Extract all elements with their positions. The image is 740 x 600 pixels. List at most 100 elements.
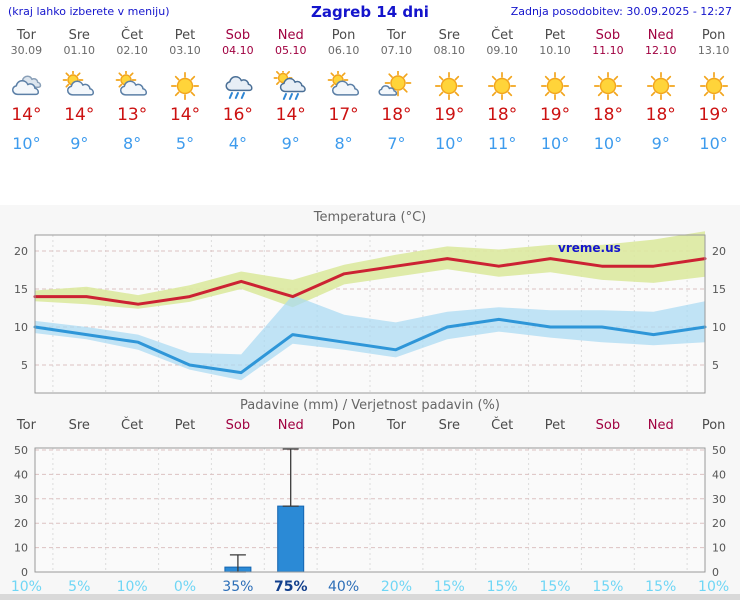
svg-text:5: 5 (712, 359, 719, 372)
temperature-chart-title: Temperatura (°C) (313, 210, 427, 225)
svg-text:0: 0 (21, 566, 28, 578)
day-name: Pon (331, 28, 356, 43)
svg-text:50: 50 (14, 444, 28, 457)
svg-text:15: 15 (712, 283, 726, 296)
precipitation-chart-title: Padavine (mm) / Verjetnost padavin (%) (240, 398, 500, 413)
last-updated: Zadnja posodobitev: 30.09.2025 - 12:27 (510, 5, 732, 18)
weather-icon-sunny (529, 71, 582, 101)
bottom-divider (0, 594, 740, 600)
day-date: 01.10 (63, 44, 96, 57)
day-date: 12.10 (644, 44, 677, 57)
precip-probability: 15% (645, 579, 677, 595)
low-temp: 10° (12, 134, 41, 153)
svg-text:10: 10 (14, 321, 28, 334)
low-temp: 11° (487, 134, 517, 153)
low-temp: 10° (699, 134, 728, 153)
day-name: Sob (595, 28, 621, 43)
low-temp: 9° (281, 134, 300, 153)
low-temp: 10° (435, 134, 464, 153)
weather-icon-showers (264, 68, 317, 101)
svg-text:20: 20 (14, 245, 28, 258)
low-temp: 9° (70, 134, 89, 153)
precip-probability: 10% (698, 579, 730, 595)
day-date: 10.10 (539, 44, 571, 57)
svg-text:10: 10 (712, 542, 726, 555)
forecast-day-column: Sre 08.10 19° 10° (423, 28, 476, 153)
high-temp: 18° (381, 105, 412, 125)
precip-probability: 15% (592, 579, 624, 595)
high-temp: 13° (117, 105, 148, 125)
forecast-days-row: Tor 30.09 14° 10° Sre 01.10 14° 9° Čet 02.10 13° 8°… (0, 28, 740, 153)
forecast-day-column: Pet 03.10 14° 5° (159, 28, 212, 153)
weather-icon-sunny (476, 71, 529, 101)
low-temp: 8° (123, 134, 142, 153)
forecast-day-column: Pon 06.10 17° 8° (317, 28, 370, 153)
day-name: Pet (544, 28, 566, 43)
page-title: Zagreb 14 dni (311, 3, 429, 21)
precip-probability: 10% (116, 579, 148, 595)
svg-text:10: 10 (712, 321, 726, 334)
forecast-day-column: Ned 12.10 18° 9° (634, 28, 687, 153)
day-name: Sre (68, 28, 90, 43)
day-date: 07.10 (380, 44, 413, 57)
precip-probability: 75% (273, 579, 308, 595)
forecast-day-column: Tor 07.10 18° 7° (370, 28, 423, 153)
high-temp: 19° (698, 105, 729, 125)
watermark: vreme.us (558, 241, 621, 255)
day-name: Ned (647, 28, 674, 43)
forecast-day-column: Čet 09.10 18° 11° (476, 28, 529, 153)
weather-icon-sunny (634, 71, 687, 101)
precip-day-label: Sob (225, 418, 251, 433)
precip-probability: 40% (328, 579, 360, 595)
high-temp: 19° (434, 105, 465, 125)
svg-text:40: 40 (712, 468, 726, 481)
day-name: Čet (121, 28, 144, 43)
forecast-day-column: Ned 05.10 14° 9° (264, 28, 317, 153)
weather-icon-sunny (581, 71, 634, 101)
max-temp-line (33, 257, 707, 306)
day-date: 30.09 (10, 44, 43, 57)
high-temp: 19° (539, 105, 571, 125)
day-date: 03.10 (169, 44, 201, 57)
low-temp: 7° (387, 134, 406, 153)
svg-text:5: 5 (21, 359, 28, 372)
weather-icon-cloudy (0, 71, 53, 101)
low-temp: 8° (334, 134, 353, 153)
precip-probability: 5% (68, 579, 91, 595)
day-date: 13.10 (697, 44, 730, 57)
temperature-chart-section: Temperatura (°C) 5 5 10 10 15 15 20 20 vreme.us (0, 210, 740, 400)
day-name: Tor (386, 28, 406, 43)
high-temp: 17° (328, 105, 359, 125)
high-temp: 14° (275, 105, 306, 125)
weather-icon-sunny (687, 71, 740, 101)
svg-text:0: 0 (712, 566, 719, 578)
weather-icon-sunny (159, 71, 212, 101)
weather-icon-partly (53, 69, 106, 101)
forecast-day-column: Pon 13.10 19° 10° (687, 28, 740, 153)
precip-day-label: Tor (386, 418, 406, 433)
precip-day-label: Pon (331, 418, 356, 433)
svg-text:40: 40 (14, 468, 28, 481)
precip-bar (277, 505, 305, 573)
precip-probability: 15% (539, 579, 571, 595)
svg-text:10: 10 (14, 542, 28, 555)
svg-text:15: 15 (14, 283, 28, 296)
weather-icon-rain (211, 71, 264, 101)
precip-probability: 35% (222, 579, 254, 595)
high-temp: 14° (11, 105, 42, 125)
day-name: Sob (225, 28, 251, 43)
forecast-day-column: Sob 11.10 18° 10° (581, 28, 634, 153)
weather-icon-partly (106, 69, 159, 101)
day-date: 04.10 (222, 44, 254, 57)
precip-day-label: Pet (174, 418, 196, 433)
location-menu-hint: (kraj lahko izberete v meniju) (8, 5, 170, 18)
forecast-day-column: Pet 10.10 19° 10° (529, 28, 582, 153)
forecast-day-column: Sre 01.10 14° 9° (53, 28, 106, 153)
precip-probability: 10% (10, 579, 42, 595)
day-date: 11.10 (592, 44, 624, 57)
svg-text:30: 30 (712, 493, 726, 506)
precip-day-label: Čet (491, 418, 514, 433)
high-temp: 14° (169, 105, 201, 125)
low-temp: 10° (593, 134, 623, 153)
temperature-chart: 5 5 10 10 15 15 20 20 vreme.us (14, 231, 726, 394)
